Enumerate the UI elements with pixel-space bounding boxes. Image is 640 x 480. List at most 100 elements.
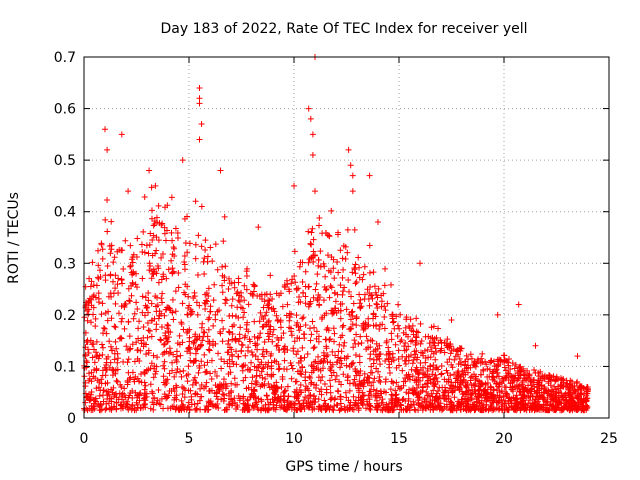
data-point xyxy=(548,403,555,410)
data-point xyxy=(131,358,138,365)
data-point xyxy=(338,405,345,412)
data-point xyxy=(580,395,587,402)
data-point xyxy=(92,375,99,382)
data-point xyxy=(241,334,248,341)
data-point xyxy=(118,335,125,342)
data-point xyxy=(233,290,240,297)
data-point xyxy=(307,391,314,398)
data-point xyxy=(309,318,316,325)
data-point xyxy=(187,350,194,357)
data-point xyxy=(326,233,333,240)
data-point xyxy=(221,274,228,281)
data-point xyxy=(446,356,453,363)
data-point xyxy=(152,370,159,377)
data-point xyxy=(98,376,105,383)
data-point xyxy=(219,338,226,345)
data-point xyxy=(152,182,159,189)
data-point xyxy=(339,332,346,339)
data-point xyxy=(516,382,523,389)
data-point xyxy=(334,387,341,394)
data-point xyxy=(107,290,114,297)
data-point xyxy=(264,302,271,309)
data-point xyxy=(210,322,217,329)
data-point xyxy=(543,399,550,406)
data-point xyxy=(344,372,351,379)
data-point xyxy=(413,315,420,322)
data-point xyxy=(115,289,122,296)
data-point xyxy=(364,380,371,387)
data-point xyxy=(135,335,142,342)
data-point xyxy=(179,390,186,397)
data-point xyxy=(127,345,134,352)
data-point xyxy=(133,339,140,346)
data-point xyxy=(260,323,267,330)
data-point xyxy=(102,272,109,279)
data-point xyxy=(310,258,317,265)
data-point xyxy=(331,338,338,345)
data-point xyxy=(226,329,233,336)
data-point xyxy=(202,247,209,254)
data-point xyxy=(293,286,300,293)
data-point xyxy=(234,402,241,409)
data-point xyxy=(177,352,184,359)
data-point xyxy=(182,386,189,393)
data-point xyxy=(253,367,260,374)
data-point xyxy=(184,249,191,256)
data-point xyxy=(503,404,510,411)
x-tick-label: 25 xyxy=(600,431,618,447)
data-point xyxy=(228,389,235,396)
data-point xyxy=(416,394,423,401)
data-point xyxy=(169,367,176,374)
data-point xyxy=(217,328,224,335)
data-point xyxy=(445,376,452,383)
data-point xyxy=(533,390,540,397)
data-point xyxy=(467,391,474,398)
data-point xyxy=(275,366,282,373)
data-point xyxy=(255,395,262,402)
data-point xyxy=(198,393,205,400)
data-point xyxy=(359,276,366,283)
data-point xyxy=(132,281,139,288)
data-point xyxy=(169,296,176,303)
data-point xyxy=(383,351,390,358)
data-point xyxy=(352,270,359,277)
data-point xyxy=(87,337,94,344)
data-point xyxy=(323,310,330,317)
data-point xyxy=(171,373,178,380)
data-point xyxy=(531,376,538,383)
data-point xyxy=(250,403,257,410)
data-point xyxy=(320,365,326,372)
data-point xyxy=(280,330,287,337)
data-point xyxy=(310,345,317,352)
data-point xyxy=(561,403,568,410)
data-point xyxy=(110,259,117,266)
data-point xyxy=(197,385,204,392)
data-point xyxy=(113,399,120,406)
data-point xyxy=(84,359,91,366)
data-point xyxy=(273,402,280,409)
data-point xyxy=(102,126,108,133)
data-point xyxy=(88,296,95,303)
data-point xyxy=(173,358,180,365)
data-point xyxy=(226,356,233,363)
data-point xyxy=(326,365,333,372)
data-point xyxy=(181,253,188,260)
data-point xyxy=(96,407,103,414)
data-point xyxy=(252,381,259,388)
data-point xyxy=(111,356,118,363)
data-point xyxy=(500,352,507,359)
data-point xyxy=(366,405,373,412)
data-point xyxy=(140,340,147,347)
data-point xyxy=(375,392,382,399)
y-tick-label: 0.7 xyxy=(54,50,76,66)
data-point xyxy=(308,229,315,236)
data-point xyxy=(311,252,318,259)
data-point xyxy=(293,389,300,396)
data-point xyxy=(438,371,445,378)
data-point xyxy=(473,396,480,403)
data-point xyxy=(402,357,409,364)
data-point xyxy=(209,338,216,345)
data-point xyxy=(493,380,500,387)
data-point xyxy=(328,394,335,401)
data-point xyxy=(375,285,382,292)
